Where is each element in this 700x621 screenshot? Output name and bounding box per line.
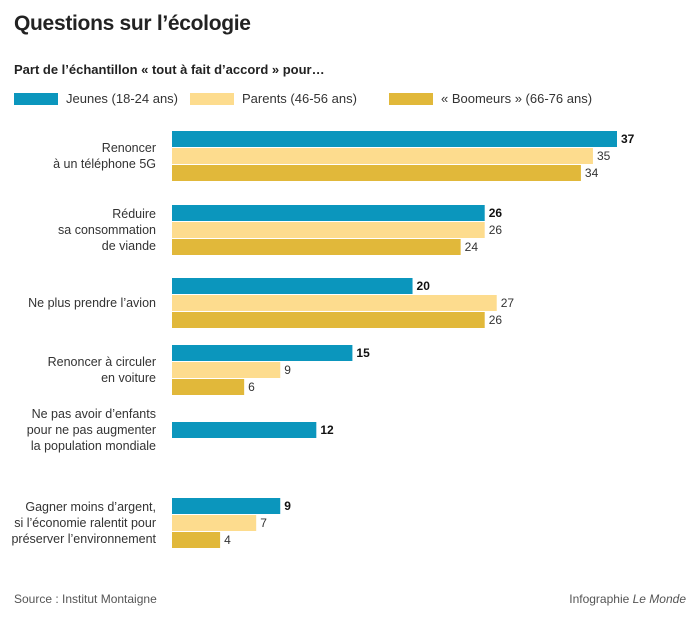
bar-3-1 (172, 362, 281, 378)
bar-5-2 (172, 532, 221, 548)
credit-brand: Le Monde (632, 592, 686, 606)
category-label-0: Renoncer à un téléphone 5G (53, 141, 156, 171)
bar-3-2 (172, 379, 245, 395)
chart-subtitle: Part de l’échantillon « tout à fait d’ac… (14, 62, 325, 77)
category-label-1: Réduire sa consommation de viande (58, 207, 156, 253)
value-label-0-0: 37 (621, 132, 635, 146)
legend-label-1: Parents (46-56 ans) (242, 91, 357, 106)
category-label-2: Ne plus prendre l’avion (28, 296, 156, 310)
source-note: Source : Institut Montaigne (14, 592, 157, 606)
credit-note: Infographie Le Monde (569, 592, 686, 606)
value-label-4-0: 12 (320, 423, 334, 437)
value-label-2-2: 26 (489, 313, 503, 327)
category-label-5: Gagner moins d’argent, si l’économie rale… (11, 500, 156, 546)
legend-swatch-1 (190, 92, 234, 105)
legend-item-2: « Boomeurs » (66-76 ans) (389, 91, 592, 106)
legend-label-0: Jeunes (18-24 ans) (66, 91, 179, 106)
legend-item-1: Parents (46-56 ans) (190, 91, 357, 106)
chart-title: Questions sur l’écologie (14, 12, 251, 35)
value-label-2-0: 20 (417, 279, 431, 293)
value-label-5-0: 9 (284, 499, 291, 513)
value-label-1-1: 26 (489, 223, 503, 237)
bar-0-0 (172, 131, 617, 147)
value-label-5-2: 4 (224, 533, 231, 547)
value-label-3-1: 9 (284, 363, 291, 377)
value-label-5-1: 7 (260, 516, 267, 530)
bar-2-0 (172, 278, 413, 294)
bar-4-0 (172, 422, 317, 438)
category-label-3: Renoncer à circuler en voiture (48, 355, 156, 385)
value-label-0-1: 35 (597, 149, 611, 163)
value-label-3-2: 6 (248, 380, 255, 394)
legend-swatch-0 (14, 92, 58, 105)
legend-swatch-2 (389, 92, 433, 105)
bar-0-1 (172, 148, 593, 164)
value-label-2-1: 27 (501, 296, 515, 310)
bar-0-2 (172, 165, 581, 181)
value-label-1-2: 24 (465, 240, 479, 254)
credit-prefix: Infographie (569, 592, 633, 606)
bar-1-0 (172, 205, 485, 221)
bar-5-1 (172, 515, 257, 531)
value-label-1-0: 26 (489, 206, 503, 220)
bar-1-1 (172, 222, 485, 238)
bar-5-0 (172, 498, 281, 514)
legend-item-0: Jeunes (18-24 ans) (14, 91, 178, 106)
bar-1-2 (172, 239, 461, 255)
bar-3-0 (172, 345, 353, 361)
bar-2-2 (172, 312, 485, 328)
category-label-4: Ne pas avoir d’enfants pour ne pas augmen… (27, 407, 156, 453)
value-label-0-2: 34 (585, 166, 599, 180)
bar-2-1 (172, 295, 497, 311)
value-label-3-0: 15 (356, 346, 370, 360)
legend-label-2: « Boomeurs » (66-76 ans) (441, 91, 593, 106)
